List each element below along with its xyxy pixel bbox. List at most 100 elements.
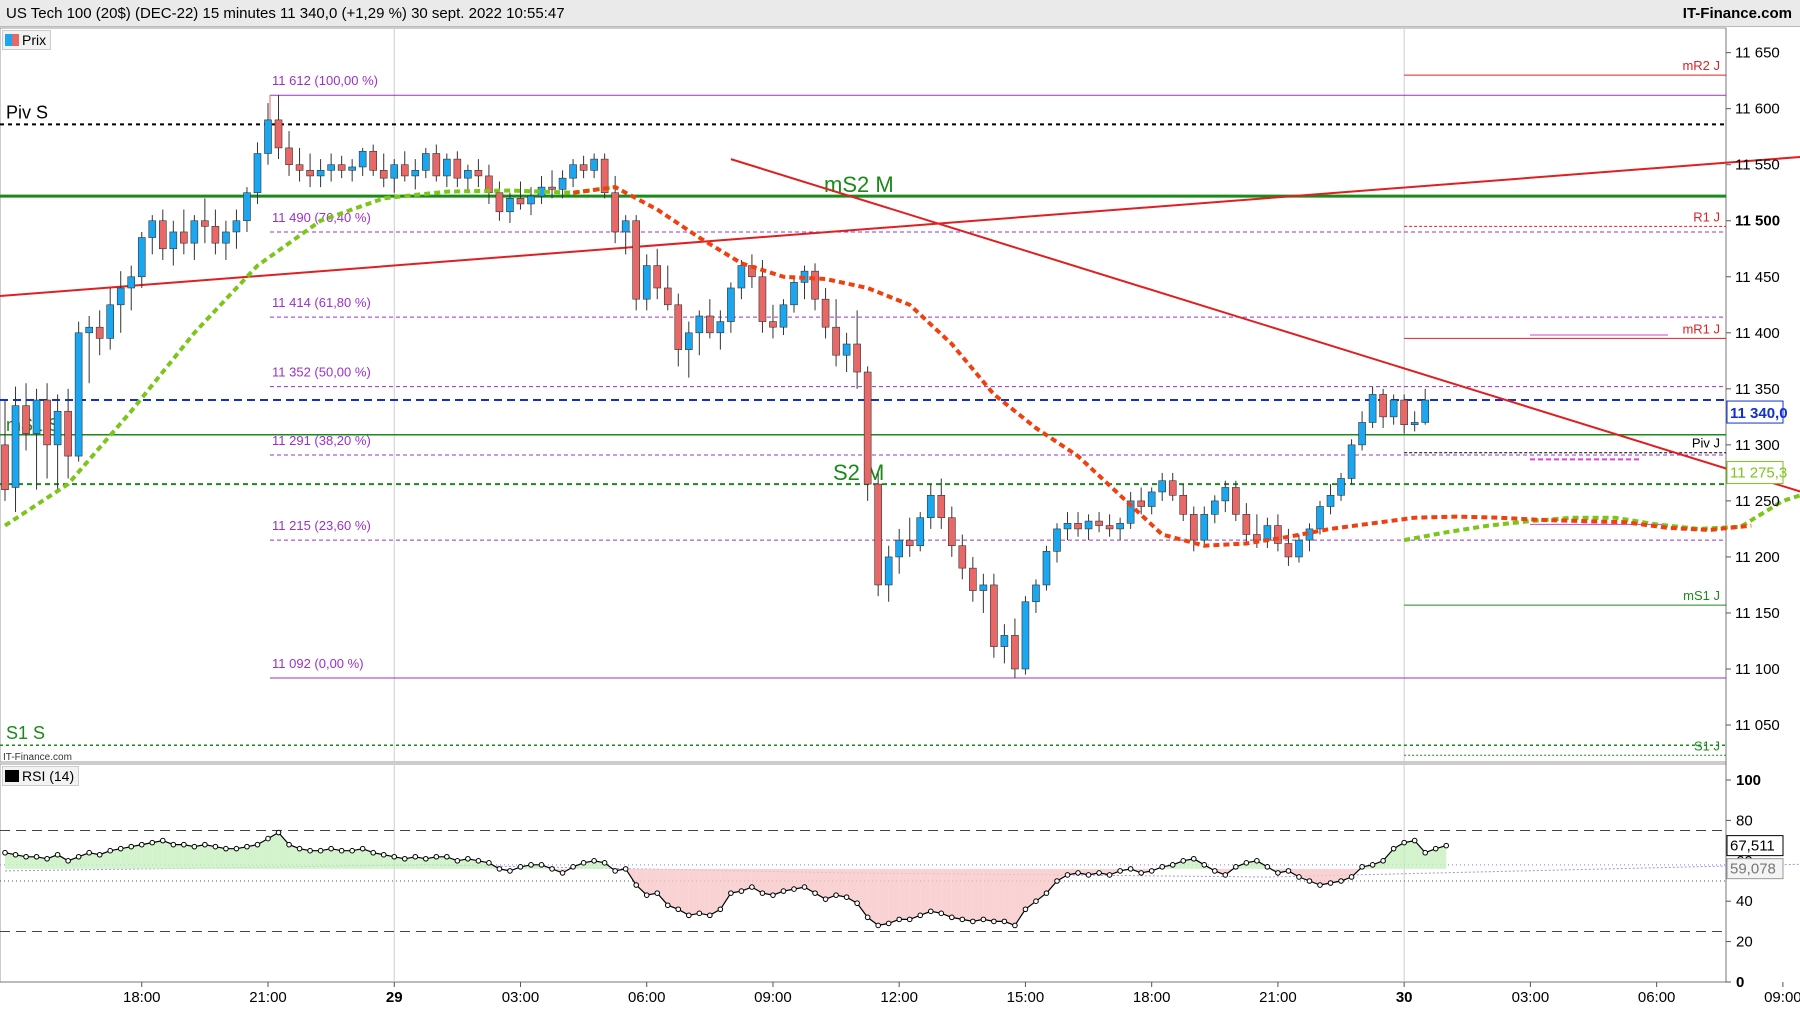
rsi-point	[265, 835, 271, 842]
x-tick-label: 15:00	[1007, 989, 1045, 1006]
rsi-point	[917, 912, 924, 919]
rsi-point	[412, 853, 419, 860]
x-tick-label: 12:00	[880, 989, 918, 1006]
rsi-point	[822, 896, 829, 902]
y-tick-label: 11 350	[1735, 381, 1780, 398]
candle-body	[779, 304, 788, 328]
candle-body	[674, 304, 683, 350]
rsi-point	[223, 845, 229, 852]
candle-body	[684, 332, 693, 350]
candle-body	[201, 220, 209, 227]
rsi-point	[1159, 864, 1165, 870]
rsi-point	[1106, 872, 1113, 878]
rsi-point	[580, 860, 587, 866]
candle-body	[1358, 422, 1366, 446]
candle-body	[1168, 480, 1177, 496]
rsi-point	[1064, 872, 1071, 878]
rsi-point	[1411, 837, 1418, 844]
rsi-point	[96, 851, 103, 858]
y-tick-label: 11 250	[1735, 493, 1780, 510]
rsi-fill	[15, 854, 27, 869]
rsi-point	[1180, 858, 1187, 864]
rsi-point	[1338, 878, 1344, 884]
rsi-fill	[373, 852, 384, 869]
candle-body	[1337, 478, 1345, 496]
x-tick-label: 09:00	[754, 989, 792, 1006]
x-tick-label: 06:00	[628, 989, 666, 1006]
rsi-fill	[362, 848, 374, 869]
title-bar: US Tech 100 (20$) (DEC-22) 15 minutes 11…	[0, 0, 1800, 27]
y-tick-label: 11 450	[1735, 269, 1780, 286]
rsi-point	[2, 849, 8, 856]
rsi-point	[475, 858, 482, 864]
fib-level-label: 11 291 (38,20 %)	[272, 433, 371, 448]
candle-body	[811, 270, 819, 300]
rsi-point	[686, 912, 692, 919]
candle-body	[1410, 422, 1419, 425]
rsi-point	[1096, 870, 1102, 876]
candle-body	[337, 164, 346, 171]
rsi-fill	[1014, 868, 1026, 926]
candle-body	[663, 287, 672, 306]
candle-body	[548, 186, 556, 190]
rsi-point	[233, 845, 240, 852]
rsi-point	[1285, 868, 1292, 874]
candle-body	[695, 315, 704, 334]
candle-body	[1000, 635, 1009, 647]
rsi-point	[1085, 872, 1092, 878]
x-tick-label: 03:00	[502, 989, 540, 1006]
candle-body	[1347, 444, 1356, 479]
rsi-point	[770, 892, 776, 898]
candle-body	[569, 164, 577, 179]
price-legend[interactable]: Prix	[2, 30, 52, 50]
candle-body	[737, 265, 746, 289]
rsi-point	[1369, 862, 1376, 868]
daily-level-label: mS1 J	[1683, 588, 1720, 603]
rsi-fill	[215, 846, 226, 869]
rsi-point	[107, 847, 113, 854]
candle-body	[1116, 523, 1124, 530]
candle-body	[43, 399, 51, 446]
candle-body	[358, 150, 367, 168]
rsi-legend[interactable]: RSI (14)	[2, 766, 80, 786]
candle-body	[411, 170, 420, 177]
rsi-point	[1033, 898, 1039, 905]
rsi-fill	[1172, 860, 1184, 869]
rsi-fill	[1383, 848, 1394, 869]
rsi-point	[254, 841, 261, 848]
candle-body	[1084, 520, 1093, 530]
rsi-fill	[225, 848, 237, 869]
candle-body	[1400, 399, 1408, 425]
rsi-fill	[1435, 845, 1447, 869]
rsi-point	[202, 841, 208, 848]
rsi-point	[296, 845, 303, 852]
rsi-fill	[268, 832, 279, 869]
candle-body	[74, 332, 83, 457]
rsi-point	[212, 843, 219, 850]
candle-body	[53, 410, 62, 446]
x-tick-label: 29	[386, 989, 403, 1006]
rsi-point	[812, 890, 818, 896]
candle-body	[190, 220, 199, 244]
rsi-point	[833, 892, 839, 898]
rsi-point	[780, 888, 787, 894]
rsi-fill	[730, 868, 742, 894]
candle-body	[1242, 514, 1251, 535]
fib-level-label: 11 490 (76,40 %)	[272, 210, 371, 225]
candle-body	[148, 220, 157, 238]
daily-level-label: S1 J	[1694, 738, 1720, 753]
rsi-fill	[289, 844, 300, 869]
candle-body	[979, 584, 988, 591]
rsi-fill	[110, 848, 121, 869]
candle-body	[1126, 500, 1135, 524]
rsi-fill	[815, 868, 826, 900]
rsi-fill	[825, 868, 837, 900]
candle-body	[884, 556, 893, 586]
rsi-point	[191, 843, 198, 850]
rsi-point	[1022, 906, 1029, 913]
candle-body	[1284, 543, 1293, 558]
rsi-point	[927, 908, 934, 915]
candle-body	[853, 343, 861, 373]
rsi-tick-label: 20	[1736, 934, 1753, 951]
